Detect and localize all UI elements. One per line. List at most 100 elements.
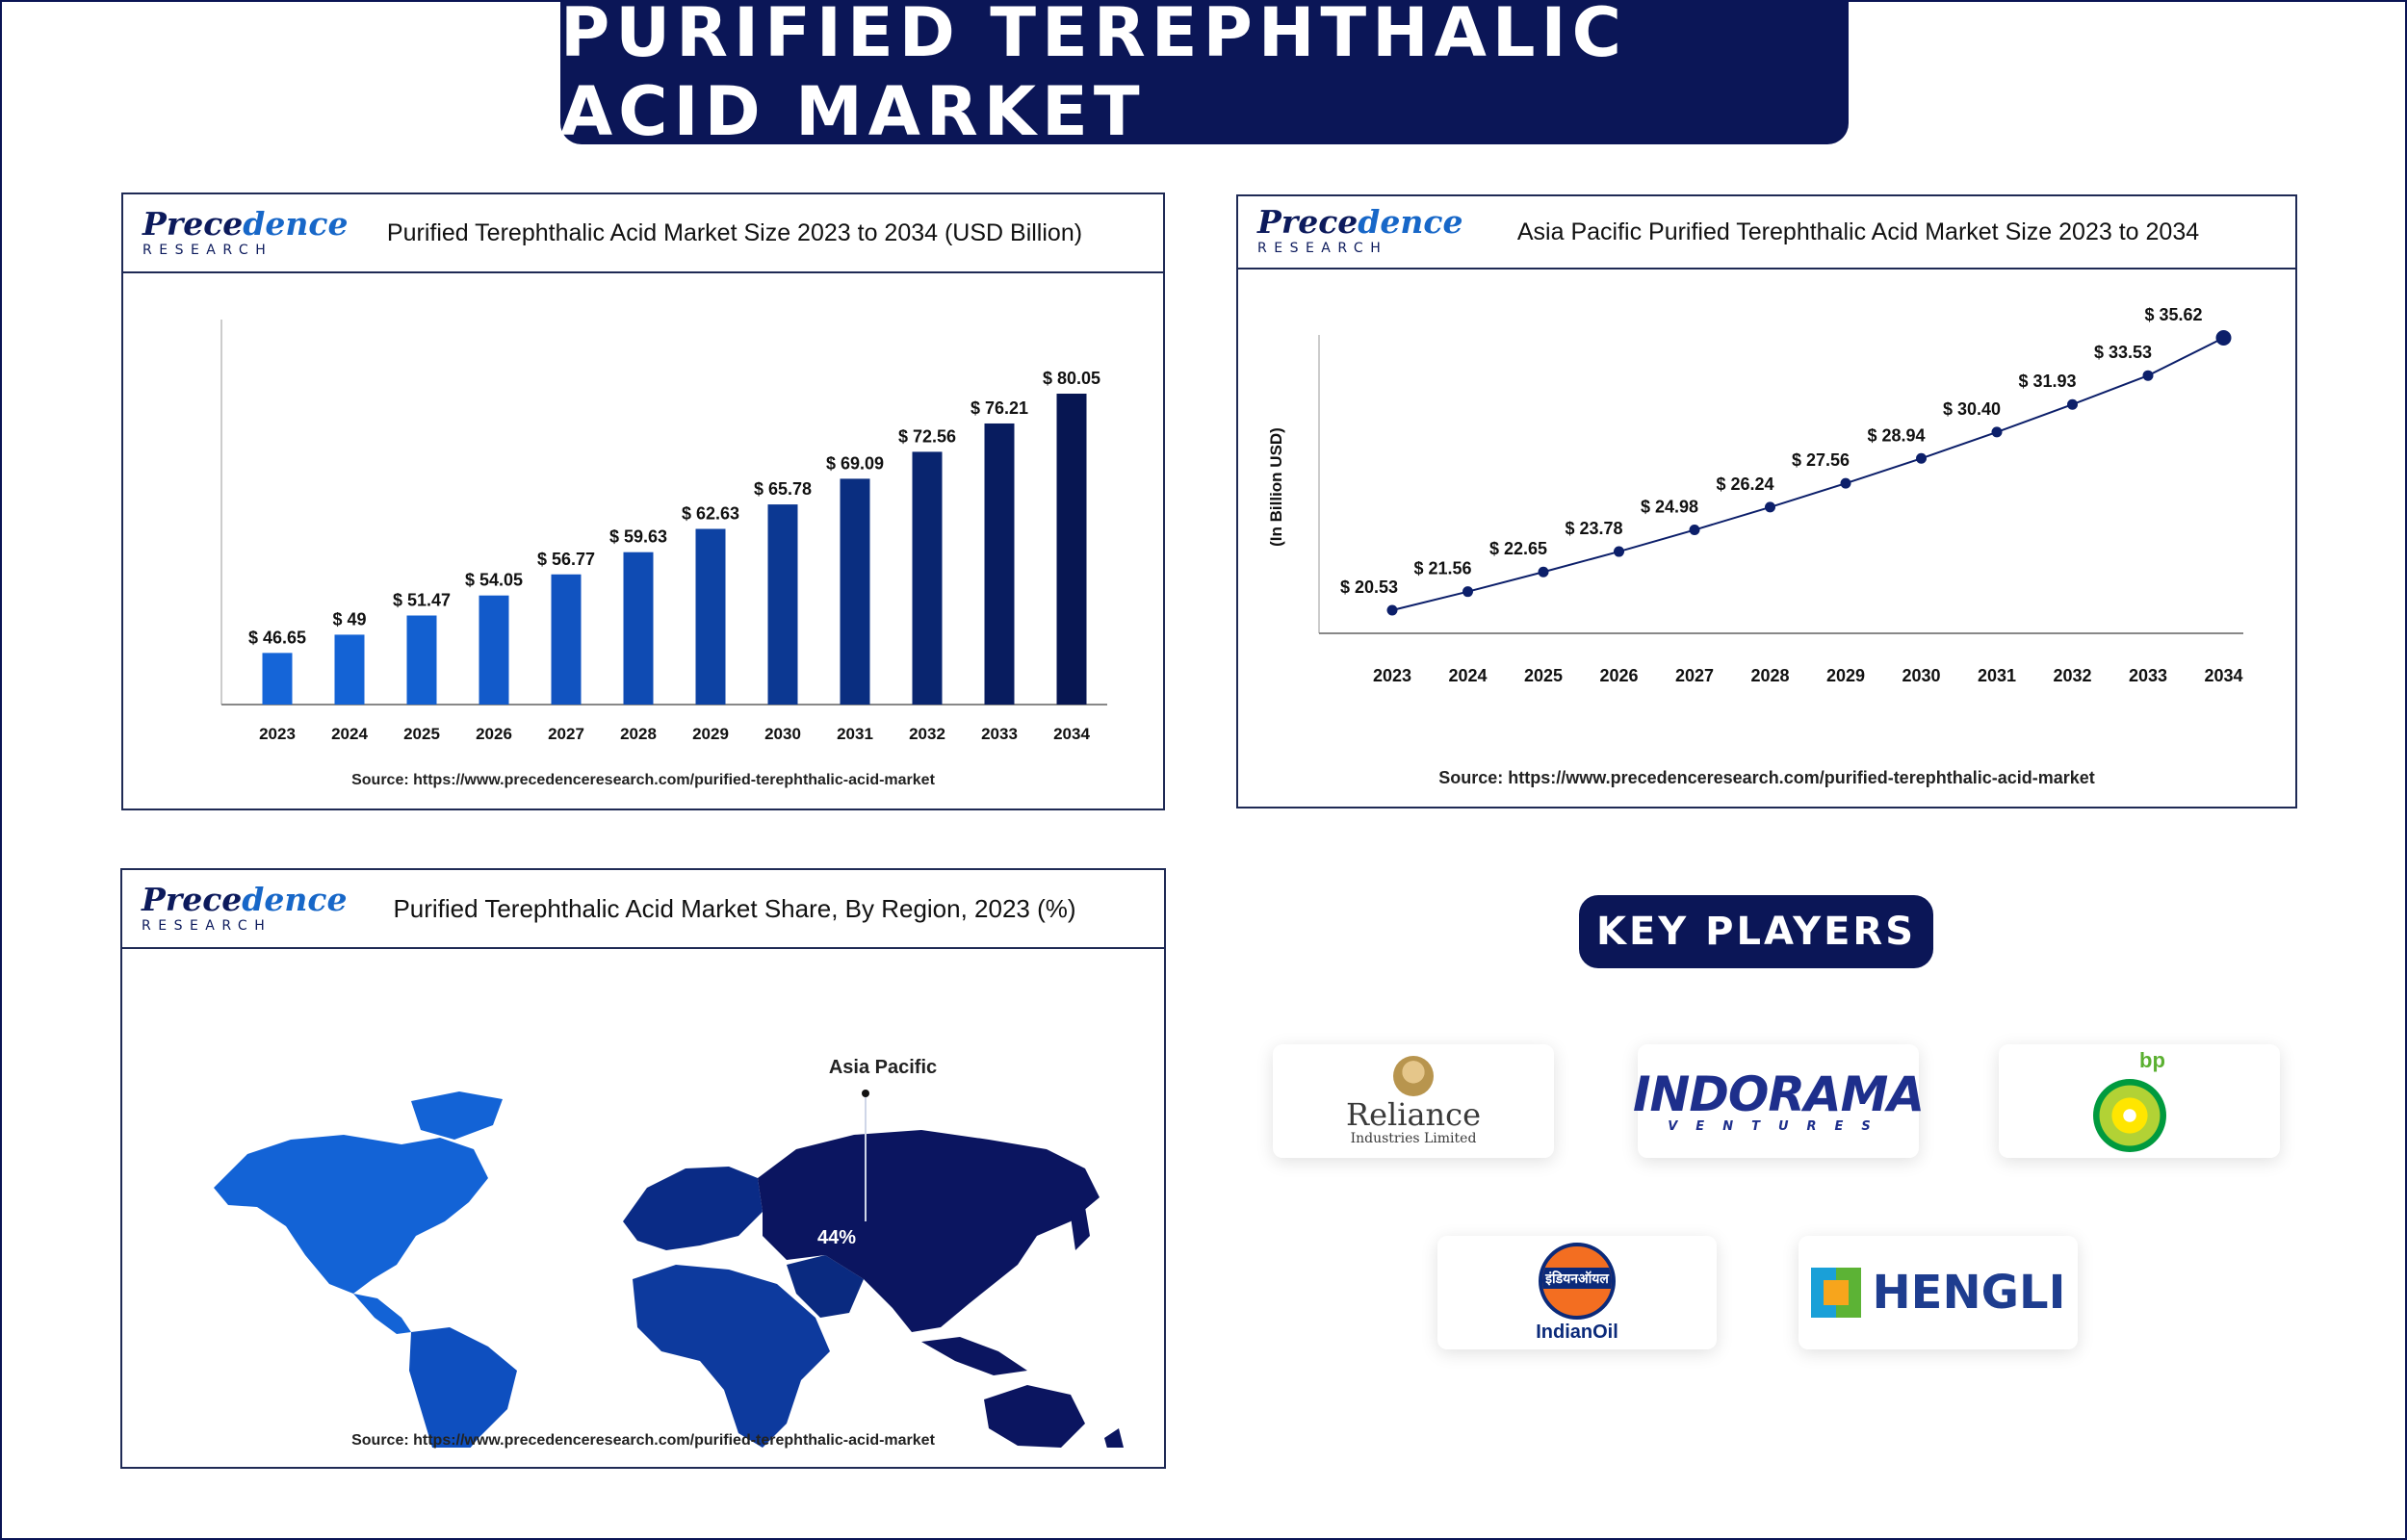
line-point-2028 xyxy=(1765,501,1775,513)
line-point-2026 xyxy=(1614,546,1624,557)
bar-value-label: $ 51.47 xyxy=(393,590,451,609)
japan xyxy=(1071,1207,1090,1250)
bar-value-label: $ 56.77 xyxy=(537,550,595,569)
bar-x-tick-label: 2024 xyxy=(331,725,368,743)
bar-value-label: $ 80.05 xyxy=(1043,369,1100,388)
bar-2028 xyxy=(623,552,654,705)
line-x-tick-label: 2024 xyxy=(1448,666,1487,685)
bar-x-tick-label: 2025 xyxy=(403,725,440,743)
bar-chart-panel: Precedence RESEARCH Purified Terephthali… xyxy=(121,192,1165,810)
bar-2025 xyxy=(406,615,437,705)
north-america-region xyxy=(214,1135,488,1294)
line-value-label: $ 33.53 xyxy=(2094,343,2152,362)
indianoil-logo-card: इंडियनऑयल IndianOil xyxy=(1437,1236,1717,1349)
line-x-tick-label: 2028 xyxy=(1750,666,1789,685)
bar-value-label: $ 59.63 xyxy=(609,527,667,547)
line-value-label: $ 23.78 xyxy=(1565,519,1622,538)
bar-x-tick-label: 2034 xyxy=(1053,725,1090,743)
bp-logo-card: bp xyxy=(1999,1044,2280,1158)
asia-pacific-label: Asia Pacific xyxy=(829,1057,937,1078)
world-map: Asia Pacific 44% xyxy=(214,1057,1124,1448)
bar-value-label: $ 49 xyxy=(332,609,366,629)
line-point-2032 xyxy=(2067,398,2078,410)
asia-pacific-region xyxy=(758,1130,1100,1332)
hengli-mark-icon xyxy=(1810,1268,1861,1318)
line-point-2023 xyxy=(1386,604,1398,616)
line-x-tick-label: 2025 xyxy=(1524,666,1563,685)
reliance-sub: Industries Limited xyxy=(1350,1131,1477,1146)
line-point-2030 xyxy=(1916,452,1927,464)
panel-header: Precedence RESEARCH Asia Pacific Purifie… xyxy=(1238,196,2295,270)
bar-x-tick-label: 2031 xyxy=(837,725,873,743)
panel-header: Precedence RESEARCH Purified Terephthali… xyxy=(122,870,1164,949)
bar-2024 xyxy=(334,634,365,705)
bar-x-tick-label: 2030 xyxy=(764,725,801,743)
bar-value-label: $ 62.63 xyxy=(682,503,739,523)
line-value-label: $ 26.24 xyxy=(1716,475,1773,494)
bar-x-tick-label: 2033 xyxy=(981,725,1018,743)
south-america-region xyxy=(409,1327,517,1448)
line-point-2024 xyxy=(1462,586,1473,598)
line-series xyxy=(1391,337,2224,611)
bar-value-label: $ 65.78 xyxy=(754,479,812,499)
hengli-name: HENGLI xyxy=(1872,1266,2066,1320)
indianoil-hindi: इंडियनऑयल xyxy=(1542,1267,1612,1289)
line-value-label: $ 30.40 xyxy=(1943,399,2001,419)
asia-pacific-share: 44% xyxy=(817,1227,856,1248)
line-value-label: $ 27.56 xyxy=(1792,450,1850,470)
line-chart-source: Source: https://www.precedenceresearch.c… xyxy=(1438,768,2095,787)
line-x-tick-label: 2030 xyxy=(1902,666,1940,685)
bp-helios-icon xyxy=(2093,1079,2166,1152)
line-x-tick-label: 2023 xyxy=(1373,666,1411,685)
bar-value-label: $ 76.21 xyxy=(971,398,1028,418)
line-x-tick-label: 2034 xyxy=(2204,666,2242,685)
bar-value-label: $ 54.05 xyxy=(465,571,523,590)
precedence-logo: Precedence RESEARCH xyxy=(142,205,349,259)
new-zealand xyxy=(1104,1428,1124,1448)
page-title: PURIFIED TEREPHTHALIC ACID MARKET xyxy=(560,0,1849,151)
africa-region xyxy=(633,1265,830,1448)
line-point-2031 xyxy=(1991,426,2003,438)
hengli-logo-card: HENGLI xyxy=(1799,1236,2078,1349)
central-america xyxy=(353,1294,411,1334)
bar-value-label: $ 69.09 xyxy=(826,453,884,473)
line-chart-panel: Precedence RESEARCH Asia Pacific Purifie… xyxy=(1236,194,2297,808)
bar-2032 xyxy=(912,451,943,705)
line-point-2033 xyxy=(2142,370,2154,381)
greenland xyxy=(411,1091,503,1140)
bar-2034 xyxy=(1056,394,1087,705)
indorama-sub: VENTURES xyxy=(1668,1118,1889,1134)
bar-chart: $ 46.65 2023 $ 49 2024 $ 51.47 2025 $ 54.05 202… xyxy=(220,320,1107,743)
line-value-label: $ 28.94 xyxy=(1867,425,1925,445)
precedence-logo: Precedence RESEARCH xyxy=(1257,203,1463,257)
line-x-tick-label: 2026 xyxy=(1599,666,1638,685)
line-x-tick-label: 2032 xyxy=(2053,666,2091,685)
line-x-tick-label: 2031 xyxy=(1978,666,2016,685)
australia xyxy=(984,1385,1085,1448)
bar-value-label: $ 72.56 xyxy=(898,426,956,446)
line-point-2027 xyxy=(1689,525,1700,536)
line-x-tick-label: 2029 xyxy=(1826,666,1865,685)
line-chart-title: Asia Pacific Purified Terephthalic Acid … xyxy=(1516,218,2200,245)
bar-x-tick-label: 2023 xyxy=(259,725,296,743)
bar-2027 xyxy=(551,574,582,705)
reliance-logo-card: Reliance Industries Limited xyxy=(1273,1044,1554,1158)
southeast-asia-islands xyxy=(921,1337,1027,1375)
bar-chart-title: Purified Terephthalic Acid Market Size 2… xyxy=(386,218,1083,246)
indorama-name: INDORAMA xyxy=(1632,1065,1925,1122)
bar-x-tick-label: 2027 xyxy=(548,725,584,743)
line-value-label: $ 31.93 xyxy=(2018,372,2076,391)
bar-2029 xyxy=(695,528,726,705)
bar-2023 xyxy=(262,653,293,705)
key-players-title: KEY PLAYERS xyxy=(1579,895,1933,968)
bp-name: bp xyxy=(2139,1048,2165,1072)
precedence-logo: Precedence RESEARCH xyxy=(142,881,348,935)
europe-region xyxy=(623,1167,763,1250)
line-point-2025 xyxy=(1538,566,1549,578)
line-point-2029 xyxy=(1840,477,1851,489)
bar-x-tick-label: 2029 xyxy=(692,725,729,743)
reliance-name: Reliance xyxy=(1345,1096,1482,1133)
reliance-emblem-icon xyxy=(1393,1056,1434,1096)
bar-2026 xyxy=(479,595,509,705)
indianoil-emblem-icon: इंडियनऑयल xyxy=(1539,1242,1616,1320)
